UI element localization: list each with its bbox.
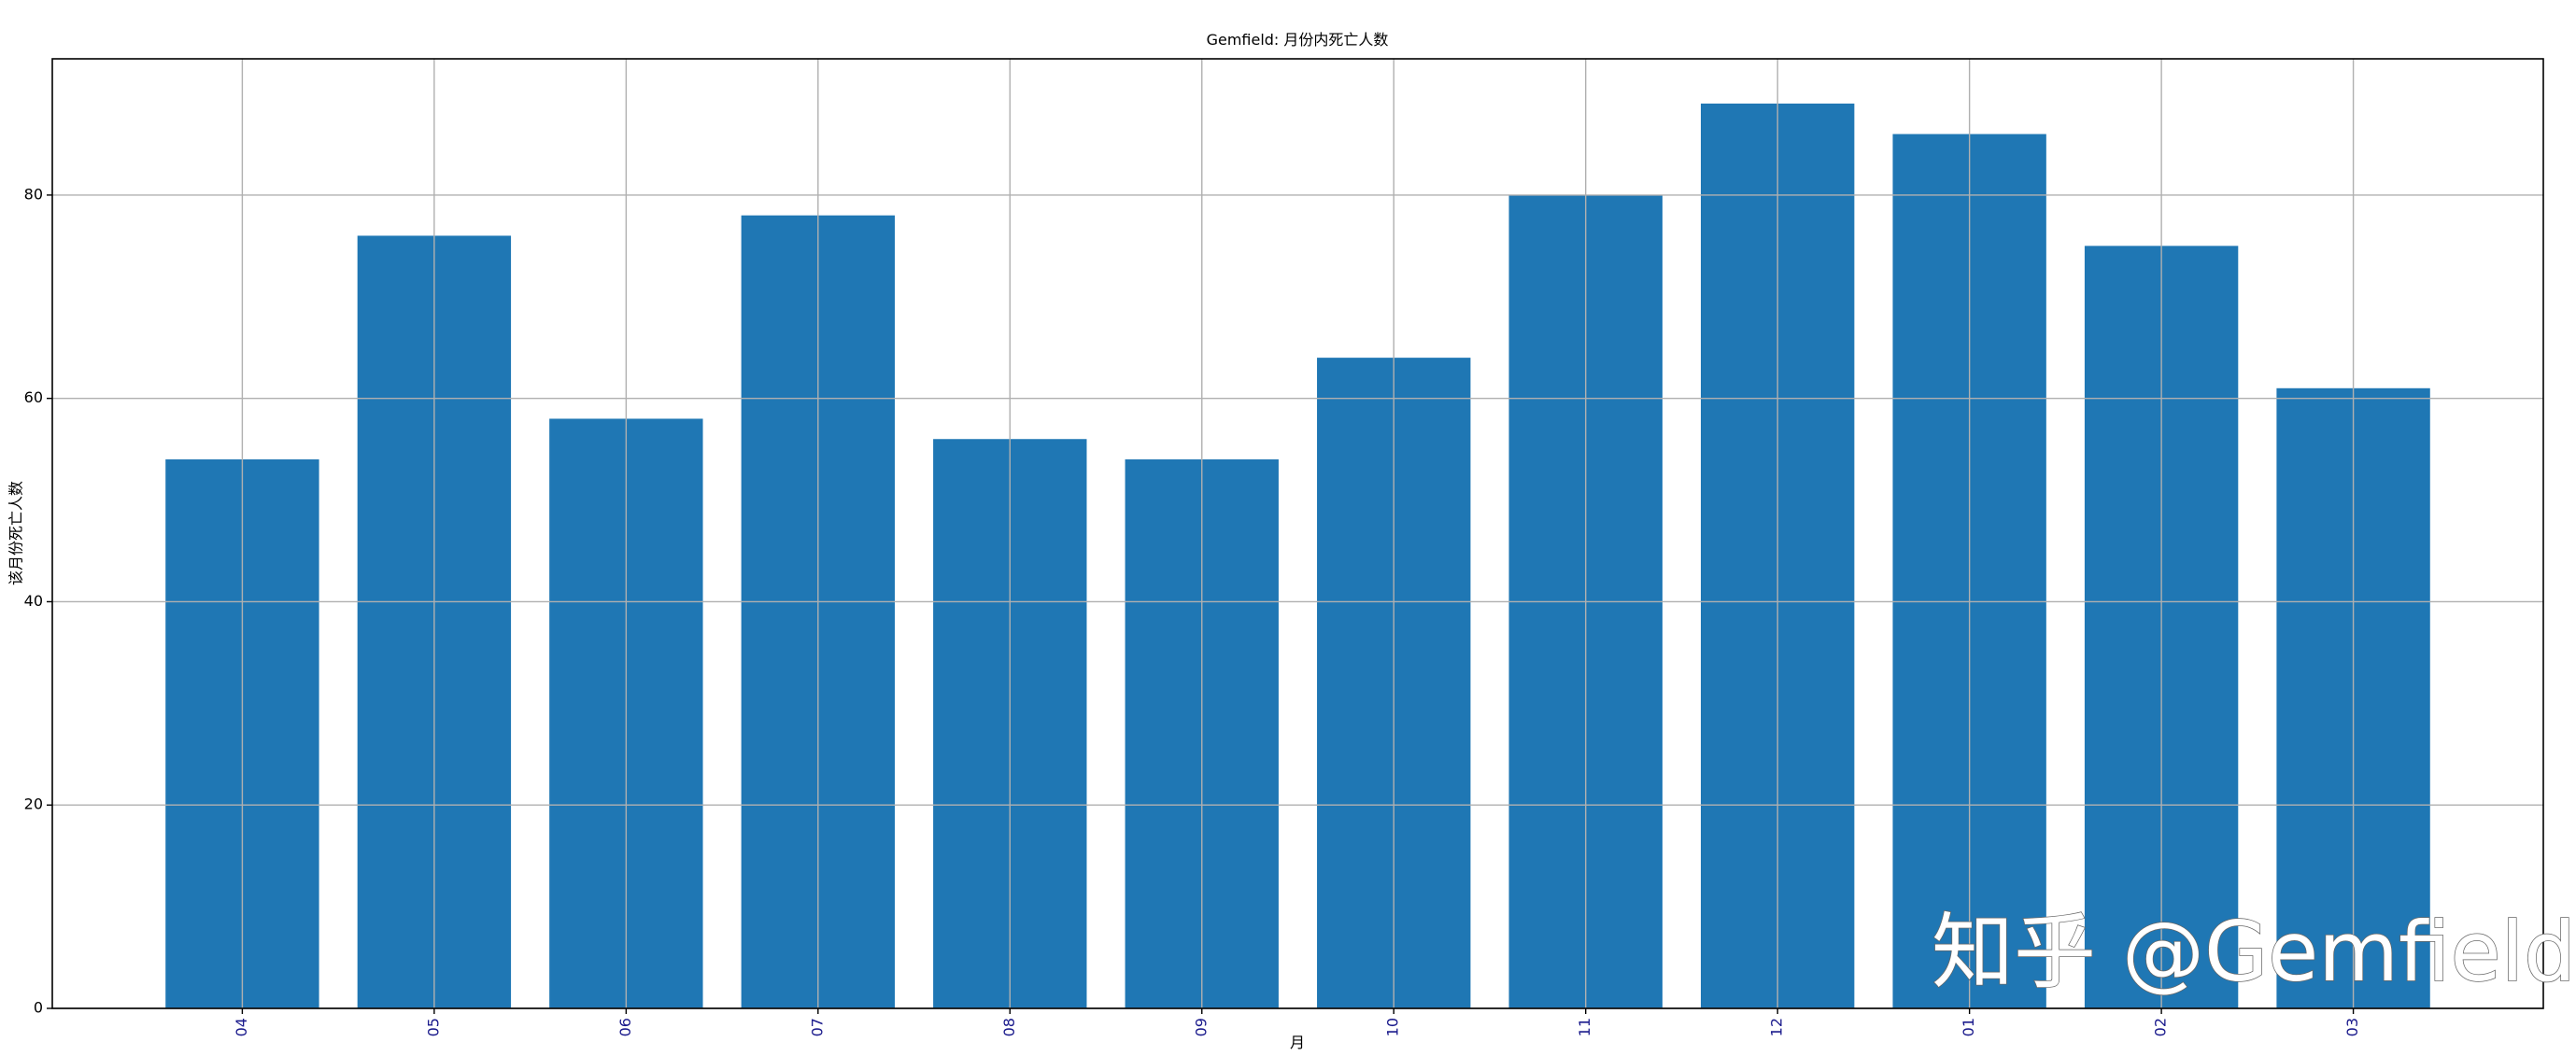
x-tick-label: 12 xyxy=(1768,1018,1786,1036)
y-axis-label: 该月份死亡人数 xyxy=(7,481,25,585)
y-tick-label: 20 xyxy=(24,796,43,813)
x-tick-label: 06 xyxy=(616,1018,634,1036)
x-tick-label: 05 xyxy=(424,1018,442,1036)
y-tick-label: 0 xyxy=(34,999,43,1017)
plot-frame xyxy=(51,58,2544,1009)
watermark: 知乎 @Gemfield xyxy=(1932,904,2576,1000)
x-tick-label: 11 xyxy=(1576,1018,1593,1036)
x-tick-label: 01 xyxy=(1960,1018,1977,1036)
x-tick-label: 07 xyxy=(808,1018,826,1036)
y-tick-label: 40 xyxy=(24,592,43,610)
x-tick-label: 04 xyxy=(233,1018,250,1036)
y-tick-label: 80 xyxy=(24,185,43,203)
x-tick-label: 09 xyxy=(1192,1018,1210,1036)
x-tick-label: 10 xyxy=(1384,1018,1402,1036)
x-tick-label: 03 xyxy=(2343,1018,2361,1036)
x-tick-label: 02 xyxy=(2152,1018,2170,1036)
x-axis-label: 月 xyxy=(1290,1034,1305,1051)
x-tick-label: 08 xyxy=(1000,1018,1018,1036)
chart-title: Gemfield: 月份内死亡人数 xyxy=(1207,31,1389,49)
y-tick-label: 60 xyxy=(24,388,43,406)
